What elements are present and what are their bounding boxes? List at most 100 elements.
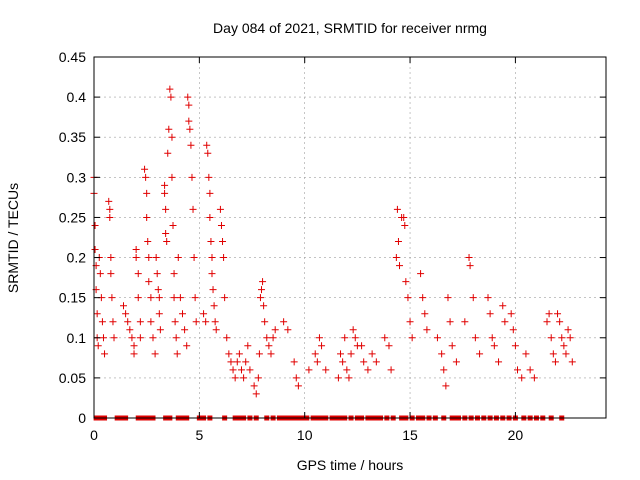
x-tick-label: 20 bbox=[508, 427, 524, 443]
data-point bbox=[549, 350, 557, 358]
data-point bbox=[162, 229, 170, 237]
data-point bbox=[514, 366, 522, 374]
data-point bbox=[385, 342, 393, 350]
data-point bbox=[530, 374, 538, 382]
data-point bbox=[341, 334, 349, 342]
data-point bbox=[258, 286, 266, 294]
data-point bbox=[255, 350, 263, 358]
data-point bbox=[551, 358, 559, 366]
data-point bbox=[207, 238, 215, 246]
data-point bbox=[387, 366, 395, 374]
data-point bbox=[221, 294, 229, 302]
data-point bbox=[417, 270, 425, 278]
data-point bbox=[556, 318, 564, 326]
data-point bbox=[290, 358, 298, 366]
data-point bbox=[499, 302, 507, 310]
data-point bbox=[171, 318, 179, 326]
data-point bbox=[200, 310, 208, 318]
data-point bbox=[155, 310, 163, 318]
y-axis-label: SRMTID / TECUs bbox=[5, 183, 21, 293]
data-point bbox=[452, 358, 460, 366]
data-point bbox=[421, 310, 429, 318]
data-point bbox=[219, 238, 227, 246]
data-point bbox=[203, 141, 211, 149]
data-point bbox=[167, 93, 175, 101]
data-point bbox=[163, 238, 171, 246]
data-point bbox=[189, 205, 197, 213]
y-tick-label: 0.1 bbox=[67, 330, 87, 346]
data-point bbox=[212, 326, 220, 334]
y-tick-label: 0.35 bbox=[59, 129, 86, 145]
data-point bbox=[136, 318, 144, 326]
data-point bbox=[490, 342, 498, 350]
data-point bbox=[267, 350, 275, 358]
data-point bbox=[124, 318, 132, 326]
data-point bbox=[132, 246, 140, 254]
data-point bbox=[185, 117, 193, 125]
data-point bbox=[134, 294, 142, 302]
data-point bbox=[161, 189, 169, 197]
data-point bbox=[130, 350, 138, 358]
data-point bbox=[190, 254, 198, 262]
data-point bbox=[358, 342, 366, 350]
data-point bbox=[372, 358, 380, 366]
data-point bbox=[252, 390, 260, 398]
data-point bbox=[392, 254, 400, 262]
data-point bbox=[172, 334, 180, 342]
data-point bbox=[406, 318, 414, 326]
data-point bbox=[132, 254, 140, 262]
data-point bbox=[339, 358, 347, 366]
data-point bbox=[345, 374, 353, 382]
data-point bbox=[315, 334, 323, 342]
data-point bbox=[254, 374, 262, 382]
data-point bbox=[168, 133, 176, 141]
data-point bbox=[433, 334, 441, 342]
data-point bbox=[394, 238, 402, 246]
x-tick-label: 15 bbox=[402, 427, 418, 443]
data-point bbox=[231, 374, 239, 382]
data-point bbox=[400, 213, 408, 221]
data-point bbox=[94, 342, 102, 350]
data-point bbox=[351, 334, 359, 342]
data-point bbox=[507, 310, 515, 318]
data-point bbox=[381, 334, 389, 342]
data-point bbox=[161, 181, 169, 189]
data-point bbox=[185, 101, 193, 109]
data-point bbox=[216, 205, 224, 213]
x-tick-label: 10 bbox=[297, 427, 313, 443]
y-tick-label: 0 bbox=[78, 410, 86, 426]
data-point bbox=[188, 173, 196, 181]
data-point bbox=[149, 334, 157, 342]
data-point bbox=[543, 318, 551, 326]
data-point bbox=[294, 382, 302, 390]
data-point bbox=[91, 221, 99, 229]
y-tick-label: 0.3 bbox=[67, 169, 87, 185]
data-point bbox=[134, 270, 142, 278]
data-point bbox=[250, 382, 258, 390]
data-point bbox=[107, 254, 115, 262]
data-point bbox=[347, 350, 355, 358]
y-tick-label: 0.15 bbox=[59, 290, 86, 306]
data-point bbox=[151, 350, 159, 358]
x-tick-label: 5 bbox=[195, 427, 203, 443]
data-point bbox=[165, 125, 173, 133]
data-point bbox=[545, 310, 553, 318]
data-point bbox=[518, 374, 526, 382]
data-point bbox=[488, 334, 496, 342]
data-point bbox=[229, 366, 237, 374]
data-point bbox=[136, 334, 144, 342]
data-point bbox=[141, 165, 149, 173]
data-point bbox=[486, 310, 494, 318]
data-points bbox=[90, 85, 576, 421]
data-point bbox=[154, 286, 162, 294]
plot-frame bbox=[93, 56, 607, 419]
data-point bbox=[438, 350, 446, 358]
data-point bbox=[144, 238, 152, 246]
data-point bbox=[461, 318, 469, 326]
data-point bbox=[233, 358, 241, 366]
data-point bbox=[263, 334, 271, 342]
data-point bbox=[393, 205, 401, 213]
data-point bbox=[446, 318, 454, 326]
data-point bbox=[444, 294, 452, 302]
